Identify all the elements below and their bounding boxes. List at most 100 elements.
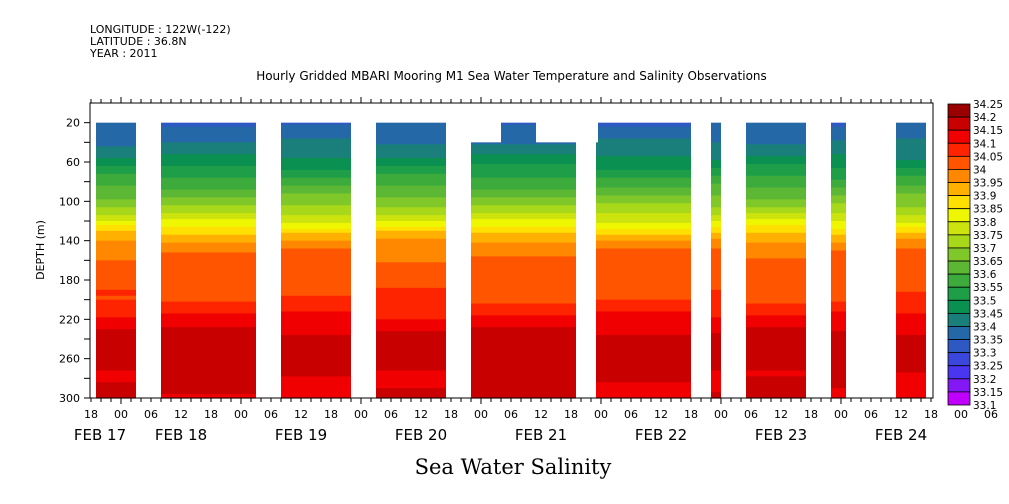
colorbar-label: 34.1	[973, 138, 996, 150]
colorbar-label: 33.3	[973, 348, 996, 360]
data-segment	[96, 122, 136, 399]
colorbar-label: 33.1	[973, 400, 996, 412]
colorbar-label: 34.2	[973, 112, 996, 124]
colorbar-label: 34.25	[973, 99, 1003, 111]
x-hour-label: 18	[324, 408, 338, 421]
y-tick-label: 220	[59, 313, 80, 326]
data-segment	[711, 122, 721, 399]
data-segment	[746, 122, 806, 399]
colorbar-label: 33.2	[973, 374, 996, 386]
x-day-label: FEB 23	[755, 426, 807, 444]
x-day-label: FEB 22	[635, 426, 687, 444]
deep-core	[281, 337, 351, 371]
x-day-label: FEB 17	[74, 426, 126, 444]
colorbar-label: 34	[973, 164, 987, 176]
colorbar-swatch	[947, 391, 971, 406]
axes-layer: 20 60 100 140 180 220 260 300 18 00 06 12 18 00 06 12 18…	[59, 97, 998, 444]
colorbar-swatch	[947, 352, 971, 367]
x-day-label: FEB 18	[155, 426, 207, 444]
colorbar-swatch	[947, 260, 971, 275]
x-hour-label: 12	[174, 408, 188, 421]
x-hour-label: 06	[864, 408, 878, 421]
x-hour-label: 12	[774, 408, 788, 421]
x-hour-label: 06	[504, 408, 518, 421]
x-day-label: FEB 20	[395, 426, 447, 444]
y-tick-label: 260	[59, 353, 80, 366]
x-hour-label: 00	[834, 408, 848, 421]
data-segment	[471, 122, 576, 399]
year-label: YEAR : 2011	[90, 47, 158, 60]
x-hour-label: 18	[564, 408, 578, 421]
y-axis-label: DEPTH (m)	[34, 220, 47, 280]
colorbar-label: 33.45	[973, 308, 1003, 320]
x-hour-label: 18	[804, 408, 818, 421]
deep-core	[831, 337, 846, 371]
deep-core	[596, 337, 691, 371]
x-hour-label: 00	[354, 408, 368, 421]
x-hour-label: 12	[654, 408, 668, 421]
x-hour-label: 06	[264, 408, 278, 421]
colorbar-label: 33.7	[973, 243, 996, 255]
x-hour-label: 00	[954, 408, 968, 421]
colorbar-label: 33.25	[973, 361, 1003, 373]
colorbar-label: 33.5	[973, 295, 996, 307]
x-day-label: FEB 24	[875, 426, 927, 444]
longitude-label: LONGITUDE : 122W(-122)	[90, 23, 231, 36]
x-hour-label: 06	[384, 408, 398, 421]
colorbar-label: 33.55	[973, 282, 1003, 294]
colorbar-swatch	[947, 312, 971, 327]
colorbar-swatch	[947, 378, 971, 393]
colorbar-swatch	[947, 339, 971, 354]
colorbar-swatch	[947, 155, 971, 170]
y-tick-label: 140	[59, 235, 80, 248]
x-hour-label: 18	[684, 408, 698, 421]
data-segment	[596, 122, 691, 399]
plot-data-layer	[96, 122, 926, 399]
chart-title: Hourly Gridded MBARI Mooring M1 Sea Wate…	[256, 69, 767, 83]
x-hour-label: 00	[234, 408, 248, 421]
colorbar: 34.2534.234.1534.134.053433.9533.933.853…	[947, 99, 1003, 412]
x-hour-label: 06	[984, 408, 998, 421]
colorbar-swatch	[947, 365, 971, 380]
colorbar-swatch	[947, 299, 971, 314]
deep-core	[471, 337, 576, 371]
colorbar-swatch	[947, 195, 971, 210]
deep-core	[161, 337, 256, 371]
colorbar-label: 33.35	[973, 335, 1003, 347]
colorbar-swatch	[947, 208, 971, 223]
deep-core	[376, 337, 446, 371]
x-hour-label: 00	[114, 408, 128, 421]
colorbar-swatch	[947, 129, 971, 144]
colorbar-swatch	[947, 326, 971, 340]
x-hour-label: 06	[744, 408, 758, 421]
colorbar-swatch	[947, 142, 971, 157]
colorbar-swatch	[947, 286, 971, 301]
data-segment	[281, 122, 351, 399]
colorbar-label: 33.8	[973, 217, 996, 229]
x-hour-label: 00	[714, 408, 728, 421]
colorbar-swatch	[947, 182, 971, 197]
x-hour-label: 06	[624, 408, 638, 421]
colorbar-swatch	[947, 169, 971, 183]
data-segment	[376, 122, 446, 399]
deep-core	[711, 337, 721, 371]
colorbar-label: 33.85	[973, 204, 1003, 216]
colorbar-swatch	[947, 247, 971, 262]
x-hour-label: 18	[444, 408, 458, 421]
data-segment	[896, 122, 926, 399]
x-hour-label: 12	[294, 408, 308, 421]
colorbar-label: 33.75	[973, 230, 1003, 242]
colorbar-label: 34.05	[973, 151, 1003, 163]
colorbar-label: 34.15	[973, 125, 1003, 137]
colorbar-label: 33.15	[973, 387, 1003, 399]
x-hour-label: 18	[924, 408, 938, 421]
y-tick-label: 20	[66, 117, 80, 130]
colorbar-swatch	[947, 234, 971, 249]
colorbar-label: 33.6	[973, 269, 997, 281]
x-hour-label: 06	[144, 408, 158, 421]
colorbar-label: 33.4	[973, 321, 997, 333]
data-segment	[831, 122, 846, 399]
latitude-label: LATITUDE : 36.8N	[90, 35, 187, 48]
colorbar-label: 33.9	[973, 191, 996, 203]
